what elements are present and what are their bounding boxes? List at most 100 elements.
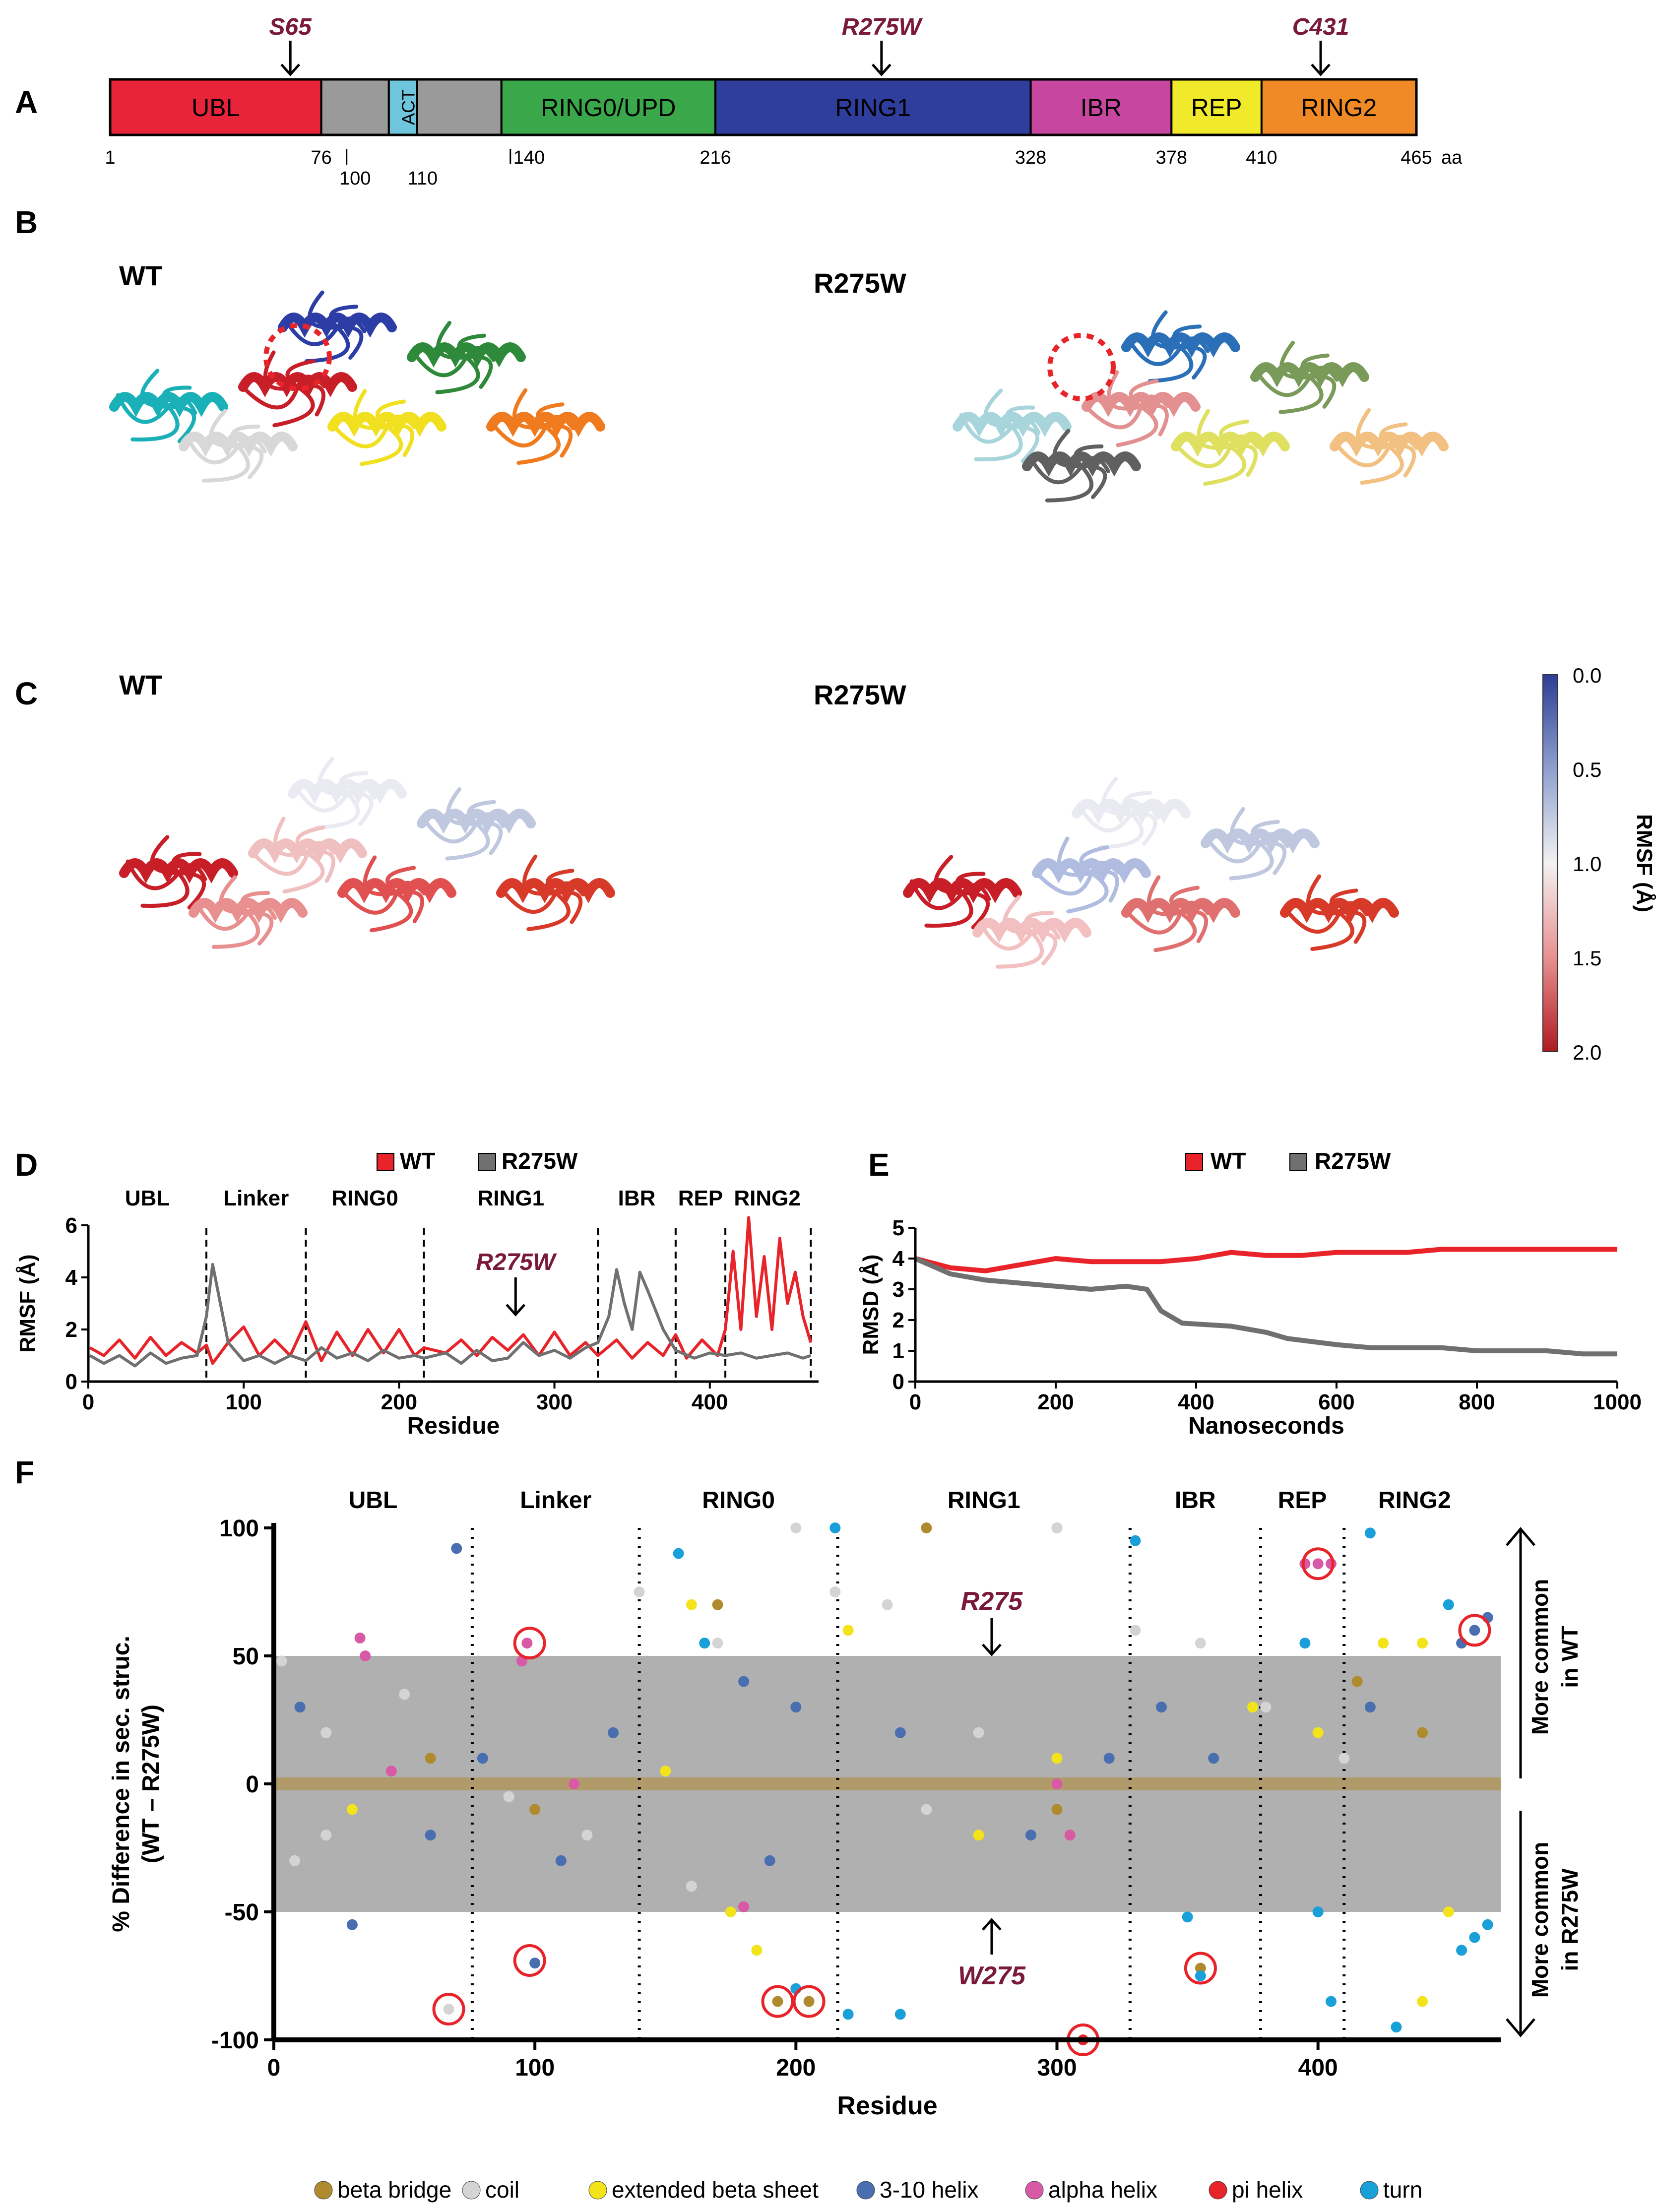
- point-turn: [1364, 1527, 1376, 1539]
- point-coil: [790, 1522, 802, 1533]
- legend-label: WT: [400, 1148, 436, 1174]
- colorbar-tick-label: 2.0: [1573, 1041, 1601, 1064]
- wt-rmsf-cartoon-loop: [282, 851, 325, 894]
- mut-cartoon-loop: [1334, 441, 1391, 468]
- x-tick-label: 400: [1178, 1390, 1214, 1414]
- point-extended-beta-sheet: [1312, 1727, 1324, 1738]
- y-tick-label: 50: [233, 1643, 259, 1670]
- point-3-10-helix: [894, 1727, 906, 1738]
- point-beta-bridge: [1417, 1727, 1428, 1738]
- y-tick-label: 0: [892, 1370, 904, 1394]
- aa-tick-label: 140: [513, 147, 545, 168]
- legend-swatch: [314, 2181, 333, 2200]
- point-extended-beta-sheet: [346, 1804, 358, 1815]
- mut-rmsf-cartoon-loop: [978, 921, 1034, 951]
- mut-cartoon-helix: [1250, 362, 1369, 387]
- domain-segment: [1170, 78, 1263, 136]
- point-beta-bridge: [1351, 1676, 1363, 1687]
- point-coil: [1260, 1702, 1272, 1713]
- aa-tick-label: 378: [1156, 147, 1187, 168]
- point-turn: [1469, 1932, 1480, 1943]
- mut-cartoon-loop: [1203, 444, 1247, 486]
- mut-cartoon-loop: [1360, 444, 1404, 485]
- mut-rmsf-cartoon-loop: [1036, 871, 1093, 896]
- legend-label: R275W: [502, 1148, 578, 1174]
- mut-cartoon-loop: [1175, 443, 1232, 468]
- panel-letter-e: E: [868, 1147, 890, 1183]
- x-tick-label: 800: [1459, 1390, 1495, 1414]
- x-tick-label: 0: [82, 1390, 94, 1414]
- y-tick-label: 4: [65, 1265, 78, 1290]
- side-arrow-top-head: [1506, 1527, 1535, 1546]
- colorbar-tick-label: 0.0: [1573, 664, 1601, 687]
- point-turn: [1482, 1919, 1493, 1930]
- x-tick-label: 200: [1037, 1390, 1074, 1414]
- wt-rmsf-cartoon-loop: [341, 890, 399, 915]
- legend-label: pi helix: [1232, 2177, 1303, 2203]
- point-coil: [276, 1655, 287, 1667]
- point-coil: [921, 1804, 932, 1815]
- wt-cartoon-loop: [272, 385, 315, 428]
- point-turn: [673, 1548, 684, 1559]
- aa-unit-label: aa: [1441, 147, 1463, 168]
- mut-rmsf-cartoon-loop: [1229, 841, 1274, 881]
- x-tick-label: 0: [267, 2055, 281, 2081]
- mut-rmsf-cartoon-loop: [1125, 910, 1183, 935]
- mut-rmsf-cartoon-loop: [1284, 907, 1341, 934]
- mutation-arrow-head: [280, 63, 301, 76]
- aa-tick-label: 110: [408, 168, 438, 189]
- mut-cartoon-helix: [1121, 332, 1240, 358]
- mut-rmsf-cartoon-loop: [924, 891, 973, 928]
- y-tick-label: 0: [65, 1370, 77, 1394]
- structure-wt: [109, 290, 605, 483]
- domain-label: REP: [1191, 94, 1242, 122]
- wt-rmsf-cartoon-loop: [526, 891, 571, 932]
- colorbar-label: RMSF (Å): [1632, 814, 1656, 912]
- point-extended-beta-sheet: [1378, 1638, 1389, 1649]
- wt-rmsf-cartoon-loop: [194, 901, 250, 931]
- point-alpha-helix: [354, 1632, 366, 1643]
- x-tick-label: 100: [515, 2055, 555, 2081]
- rmsf-structure-wt: [119, 757, 615, 949]
- y-axis-label: (WT – R275W): [138, 1705, 164, 1863]
- legend-swatch-wt: [377, 1153, 394, 1171]
- region-label: UBL: [125, 1186, 170, 1210]
- y-tick-label: 4: [892, 1247, 905, 1271]
- legend-label: alpha helix: [1048, 2177, 1157, 2203]
- panel-letter-f: F: [15, 1454, 34, 1490]
- wt-rmsf-cartoon-loop: [395, 881, 427, 895]
- point-alpha-helix: [1051, 1778, 1063, 1789]
- domain-segment: [109, 78, 322, 136]
- series-line-r275w: [89, 1263, 812, 1368]
- point-coil: [399, 1689, 410, 1700]
- point-coil: [1338, 1753, 1350, 1764]
- point-coil: [712, 1638, 723, 1649]
- point-turn: [1456, 1945, 1467, 1956]
- y-tick-label: -50: [225, 1899, 259, 1926]
- mut-cartoon-helix: [1082, 392, 1201, 417]
- region-label: REP: [1278, 1487, 1327, 1514]
- point-turn: [699, 1638, 710, 1649]
- legend-swatch-r275w: [1289, 1153, 1307, 1171]
- mut-r275w-site-circle: [1047, 333, 1116, 401]
- domain-label: RING2: [1301, 94, 1377, 122]
- region-label: RING2: [734, 1186, 800, 1210]
- point-turn: [1326, 1996, 1337, 2007]
- mut-cartoon-loop: [959, 413, 1014, 444]
- mut-rmsf-cartoon-helix: [1280, 898, 1399, 923]
- side-label-top: More common: [1527, 1579, 1553, 1735]
- point-extended-beta-sheet: [660, 1766, 671, 1777]
- highlight-circle: [432, 1993, 465, 2026]
- aa-tick-label: 328: [1015, 147, 1046, 168]
- point-extended-beta-sheet: [842, 1625, 854, 1636]
- mut-rmsf-cartoon-loop: [1310, 911, 1354, 951]
- legend-swatch-r275w: [478, 1153, 496, 1171]
- domain-segment: [320, 78, 390, 136]
- mut-rmsf-cartoon-loop: [1077, 804, 1133, 832]
- wt-rmsf-cartoon-helix: [189, 898, 308, 923]
- domain-label: RING0/UPD: [541, 94, 676, 122]
- series-line-wt: [914, 1247, 1617, 1273]
- y-tick-label: 1: [892, 1339, 904, 1363]
- mut-cartoon-helix: [1022, 451, 1141, 477]
- domain-label: RING1: [835, 94, 911, 122]
